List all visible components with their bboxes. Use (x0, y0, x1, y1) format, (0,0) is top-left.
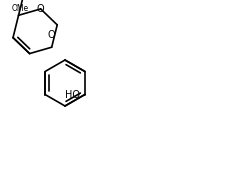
Text: O: O (37, 4, 44, 14)
Text: O: O (48, 30, 55, 40)
Text: OMe: OMe (49, 0, 66, 2)
Text: OMe: OMe (12, 4, 29, 13)
Text: HO: HO (65, 90, 80, 100)
